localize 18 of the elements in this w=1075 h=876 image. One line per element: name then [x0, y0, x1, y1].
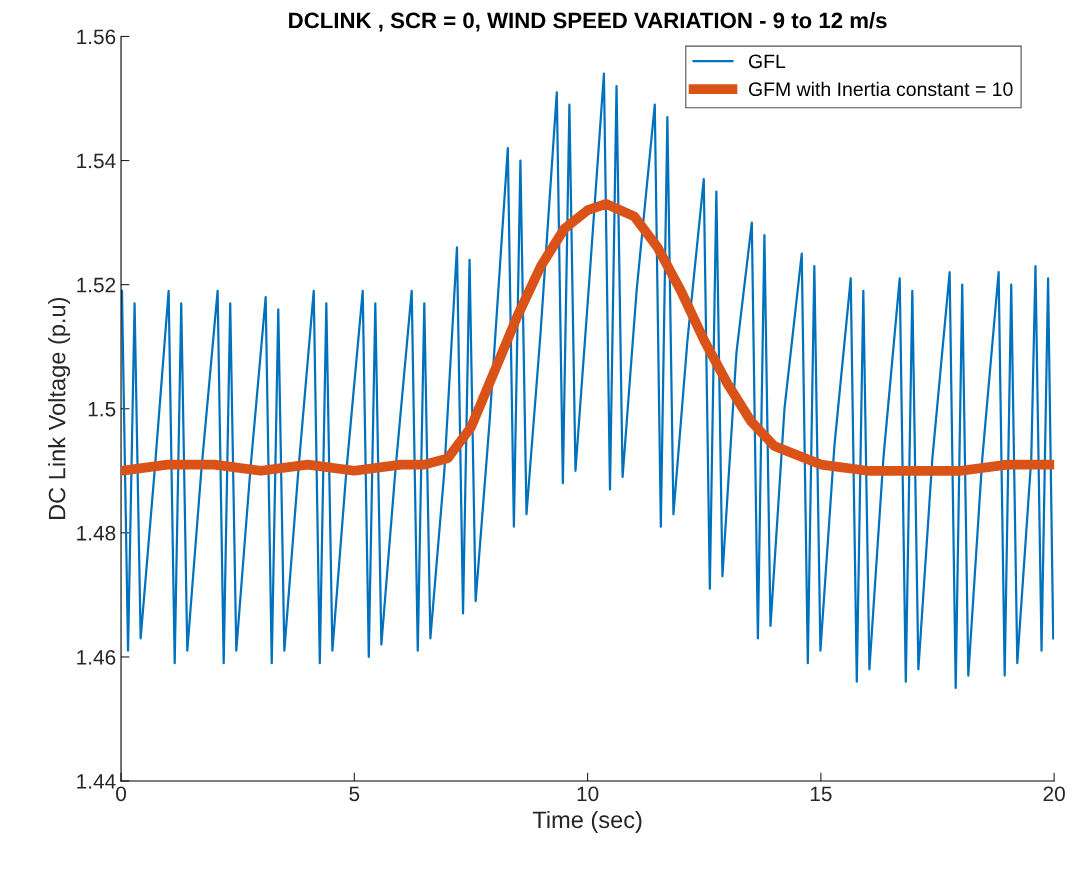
x-axis-title: Time (sec) [532, 810, 642, 833]
y-tick-label: 1.54 [77, 153, 116, 169]
chart-title: DCLINK , SCR = 0, WIND SPEED VARIATION - 9 to 12 m/s [289, 12, 887, 32]
x-tick-label: 0 [116, 786, 127, 802]
line-series [121, 72, 1055, 690]
x-tick-label: 15 [810, 786, 832, 802]
x-tick-label: 10 [577, 786, 599, 802]
y-tick-label: 1.5 [88, 401, 116, 417]
y-tick-label: 1.44 [77, 774, 116, 789]
y-tick-label: 1.48 [77, 525, 116, 541]
y-axis-title: DC Link Voltage (p.u) [48, 297, 71, 520]
y-tick-label: 1.52 [77, 277, 116, 293]
legend-label: GFM with Inertia constant = 10 [748, 81, 1013, 97]
legend-label: GFL [748, 54, 786, 69]
x-tick-label: 5 [349, 786, 360, 802]
y-tick-label: 1.56 [77, 29, 116, 45]
x-tick-label: 20 [1043, 786, 1065, 802]
y-tick-label: 1.46 [77, 649, 116, 665]
